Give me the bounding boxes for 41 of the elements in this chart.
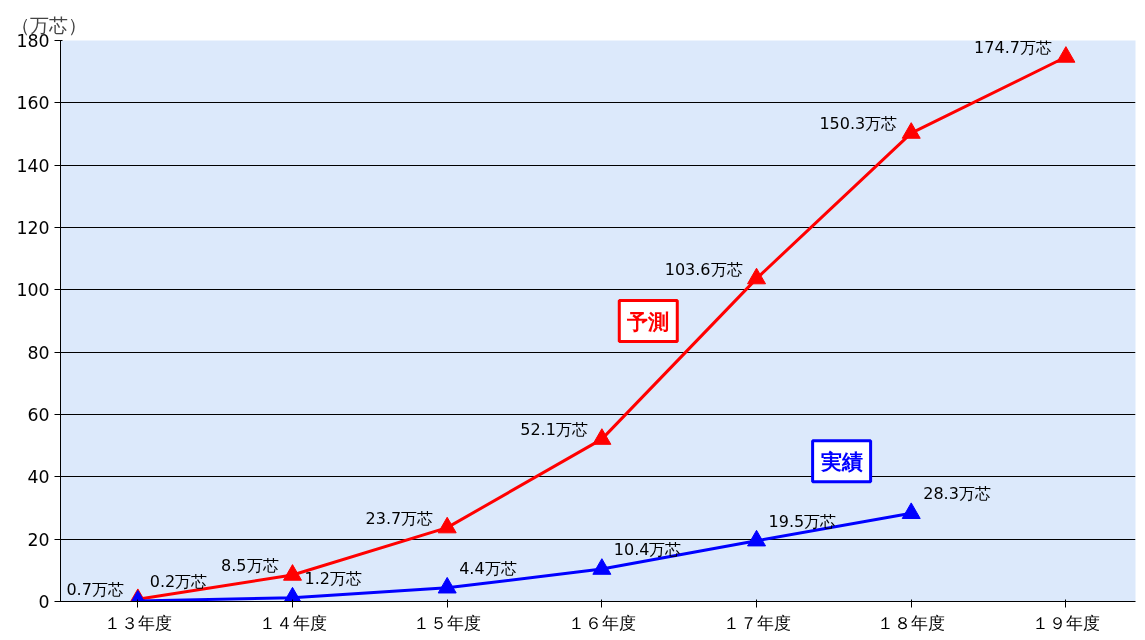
y-tick-label: 20 (27, 529, 50, 550)
text: 実績 (819, 448, 863, 474)
point (592, 428, 612, 445)
data-label: 174.7万芯 (974, 38, 1052, 58)
data-label: 150.3万芯 (819, 114, 898, 134)
data-label: 19.5万芯 (768, 511, 837, 531)
point (283, 564, 303, 581)
y-tick-label: 160 (16, 93, 50, 114)
point (1056, 46, 1076, 63)
data-label: 4.4万芯 (459, 558, 517, 578)
y-tick-label: 140 (16, 155, 50, 176)
data-label: 10.4万芯 (613, 540, 682, 560)
x-tick-label: １７年度 (722, 612, 791, 633)
point (592, 558, 612, 575)
y-tick-label: 0 (38, 592, 50, 612)
x-tick-label: １９年度 (1031, 612, 1100, 633)
y-tick-label: 40 (27, 467, 50, 488)
x-tick-label: １４年度 (258, 612, 327, 633)
point (901, 122, 921, 139)
point (437, 576, 457, 594)
y-tick-label: 80 (27, 342, 50, 363)
x-tick-label: １３年度 (103, 612, 172, 633)
data-label: 1.2万芯 (304, 568, 362, 588)
data-label: 8.5万芯 (221, 556, 279, 576)
point (901, 502, 921, 519)
y-tick-label: 100 (16, 280, 50, 301)
data-label: 52.1万芯 (520, 420, 588, 440)
data-label: 23.7万芯 (365, 508, 434, 528)
x-tick-label: １６年度 (567, 612, 636, 633)
data-label: 0.7万芯 (66, 580, 124, 600)
point (747, 529, 767, 547)
x-tick-label: １５年度 (413, 612, 482, 633)
point (747, 267, 767, 285)
x-tick-label: １８年度 (877, 612, 946, 633)
data-label: 28.3万芯 (923, 484, 991, 504)
data-label: 103.6万芯 (664, 259, 743, 279)
point (437, 516, 457, 534)
y-tick-label: 60 (27, 405, 50, 425)
y-tick-label: 120 (16, 218, 50, 238)
data-label: 0.2万芯 (149, 571, 208, 591)
series-label: 予測 (626, 308, 670, 334)
